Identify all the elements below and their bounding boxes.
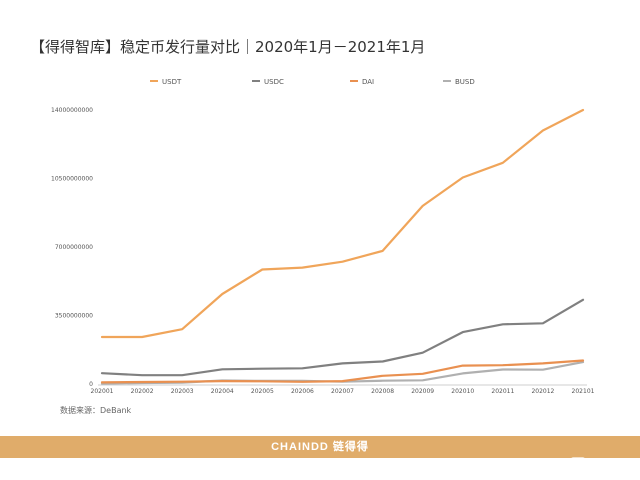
footer-bar: CHAINDD 链得得: [0, 436, 640, 458]
chaindd-watermark-logo: 链得得 CHAINDD: [570, 457, 615, 476]
x-tick-label: 202011: [491, 388, 514, 395]
x-axis: 202001 202002 202003 202004 202005 202006 2020…: [91, 384, 595, 395]
legend-label-dai: DAI: [362, 78, 374, 86]
x-tick-label: 202005: [251, 388, 274, 395]
x-tick-label: 202008: [371, 388, 394, 395]
series-line-usdc: [100, 298, 585, 377]
data-source: 数据来源：DeBank: [60, 406, 132, 415]
x-tick-label: 202012: [531, 388, 554, 395]
x-tick-label: 202007: [331, 388, 354, 395]
y-tick-label: 14000000000: [51, 107, 93, 114]
y-tick-label: 0: [89, 381, 93, 388]
x-tick-label: 202010: [451, 388, 474, 395]
legend-label-busd: BUSD: [455, 78, 475, 86]
x-tick-label: 202009: [411, 388, 434, 395]
watermark-text: 链得得: [588, 460, 615, 472]
y-tick-label: 3500000000: [55, 313, 93, 320]
y-axis: 0 3500000000 7000000000 10500000000 14000000…: [51, 107, 93, 388]
line-chart: USDT USDC DAI BUSD 0 3500000000 7000000000 105…: [51, 78, 595, 395]
legend: USDT USDC DAI BUSD: [150, 78, 475, 86]
x-tick-label: 202002: [131, 388, 154, 395]
legend-label-usdt: USDT: [162, 78, 182, 86]
y-tick-label: 10500000000: [51, 176, 93, 183]
series-line-dai: [100, 359, 585, 384]
x-tick-label: 202004: [211, 388, 234, 395]
x-tick-label: 202006: [291, 388, 314, 395]
x-tick-label: 202001: [91, 388, 114, 395]
watermark-subtext: CHAINDD: [590, 471, 609, 476]
x-tick-label: 202101: [572, 388, 595, 395]
chart-title: 【得得智库】稳定币发行量对比｜2020年1月－2021年1月: [30, 38, 426, 56]
series-line-usdt: [100, 108, 585, 339]
series-lines: [100, 108, 585, 385]
legend-label-usdc: USDC: [264, 78, 284, 86]
x-tick-label: 202003: [171, 388, 194, 395]
footer-brand: CHAINDD 链得得: [271, 441, 369, 453]
y-tick-label: 7000000000: [55, 244, 93, 251]
